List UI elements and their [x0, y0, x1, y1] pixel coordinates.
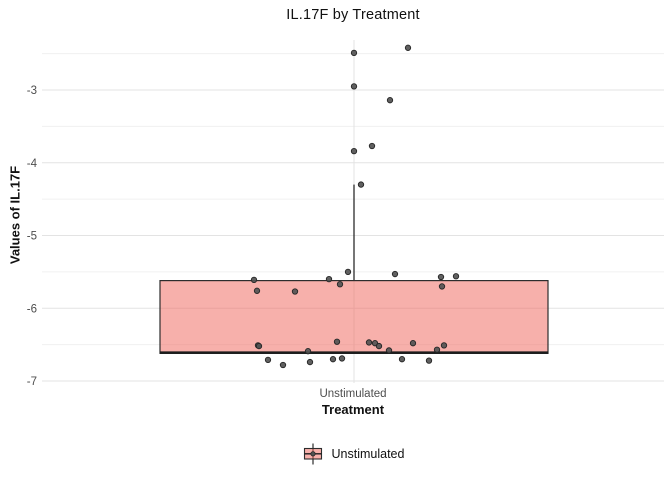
jitter-point	[255, 342, 263, 350]
legend: Unstimulated	[42, 441, 664, 467]
jitter-point	[375, 342, 383, 350]
y-tick-label: -7	[27, 376, 37, 388]
y-tick-label: -6	[27, 303, 37, 315]
jitter-point	[452, 273, 460, 280]
jitter-point	[325, 275, 333, 283]
jitter-point	[304, 348, 312, 355]
jitter-point	[433, 346, 441, 353]
jitter-point	[368, 142, 376, 150]
jitter-point	[350, 147, 358, 155]
jitter-point	[350, 83, 358, 90]
jitter-point	[338, 355, 346, 362]
jitter-point	[350, 49, 358, 57]
jitter-point	[391, 270, 399, 278]
legend-point	[309, 451, 316, 457]
jitter-point	[329, 356, 337, 363]
jitter-point	[344, 268, 352, 276]
jitter-point	[437, 273, 445, 281]
jitter-point	[333, 338, 341, 345]
jitter-point	[306, 358, 314, 366]
y-tick-label: -5	[27, 231, 37, 243]
legend-label: Unstimulated	[331, 447, 405, 461]
jitter-point	[404, 44, 412, 51]
box	[159, 280, 549, 354]
y-tick-label: -3	[27, 85, 37, 97]
jitter-point	[264, 356, 272, 364]
jitter-point	[386, 97, 394, 104]
chart-title: IL.17F by Treatment	[286, 7, 420, 23]
jitter-point	[409, 340, 417, 347]
jitter-point	[279, 361, 287, 369]
jitter-point	[336, 281, 344, 288]
jitter-point	[253, 287, 261, 294]
jitter-point	[385, 347, 393, 354]
jitter-point	[291, 288, 299, 295]
jitter-point	[440, 342, 448, 349]
x-axis-title: Treatment	[321, 402, 385, 417]
jitter-point	[357, 181, 365, 188]
jitter-point	[365, 339, 373, 346]
jitter-point	[438, 283, 446, 290]
y-tick-label: -4	[27, 158, 38, 170]
legend-key-boxplot-icon	[303, 443, 322, 465]
jitter-point	[250, 276, 258, 284]
jitter-point	[398, 356, 406, 363]
jitter-point	[425, 357, 433, 364]
x-tick-label: Unstimulated	[319, 388, 387, 400]
